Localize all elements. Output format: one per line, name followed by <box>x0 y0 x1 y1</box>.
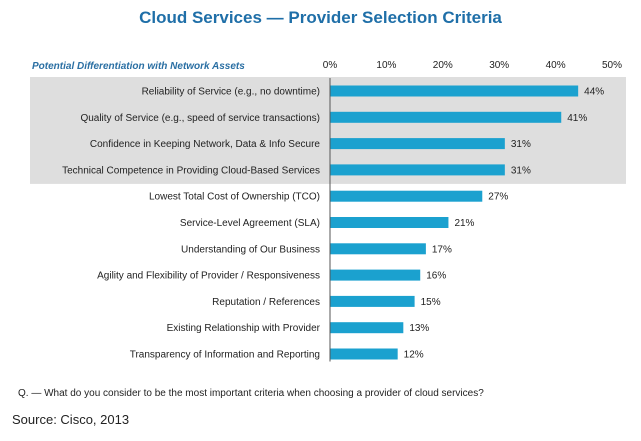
value-label: 44% <box>584 87 604 98</box>
category-label: Confidence in Keeping Network, Data & In… <box>90 139 321 150</box>
category-label: Technical Competence in Providing Cloud-… <box>62 165 320 176</box>
bar <box>330 322 404 334</box>
value-label: 17% <box>432 244 452 255</box>
x-tick-label: 40% <box>546 60 566 71</box>
category-label: Transparency of Information and Reportin… <box>130 350 320 361</box>
bar <box>330 269 421 281</box>
chart-note: Q. — What do you consider to be the most… <box>18 388 484 399</box>
category-label: Quality of Service (e.g., speed of servi… <box>80 113 320 124</box>
category-label: Lowest Total Cost of Ownership (TCO) <box>149 192 320 203</box>
bar <box>330 138 505 150</box>
category-label: Agility and Flexibility of Provider / Re… <box>97 271 320 282</box>
value-label: 16% <box>426 271 446 282</box>
category-label: Service-Level Agreement (SLA) <box>180 218 320 229</box>
category-label: Existing Relationship with Provider <box>167 323 321 334</box>
bars: Reliability of Service (e.g., no downtim… <box>62 85 604 361</box>
bar <box>330 217 449 228</box>
bar <box>330 85 579 97</box>
bar <box>330 111 562 123</box>
value-label: 27% <box>488 192 508 203</box>
x-tick-label: 50% <box>602 60 622 71</box>
value-label: 12% <box>404 350 424 361</box>
chart-subtitle: Potential Differentiation with Network A… <box>32 61 245 72</box>
value-label: 31% <box>511 139 531 150</box>
x-tick-label: 20% <box>433 60 453 71</box>
value-label: 41% <box>567 113 587 124</box>
category-label: Reputation / References <box>212 297 320 308</box>
category-label: Reliability of Service (e.g., no downtim… <box>142 87 320 98</box>
bar <box>330 190 483 202</box>
chart-source: Source: Cisco, 2013 <box>12 412 130 427</box>
category-label: Understanding of Our Business <box>181 244 320 255</box>
bar <box>330 164 505 176</box>
bar <box>330 243 426 255</box>
bar <box>330 348 398 360</box>
bar <box>330 295 415 307</box>
value-label: 15% <box>421 297 441 308</box>
value-label: 31% <box>511 165 531 176</box>
chart-title: Cloud Services — Provider Selection Crit… <box>139 8 502 27</box>
x-tick-label: 0% <box>323 60 338 71</box>
x-tick-label: 30% <box>489 60 509 71</box>
x-tick-label: 10% <box>376 60 396 71</box>
value-label: 21% <box>454 218 474 229</box>
x-axis-ticks: 0% 10% 20% 30% 40% 50% <box>323 60 622 71</box>
value-label: 13% <box>409 323 429 334</box>
